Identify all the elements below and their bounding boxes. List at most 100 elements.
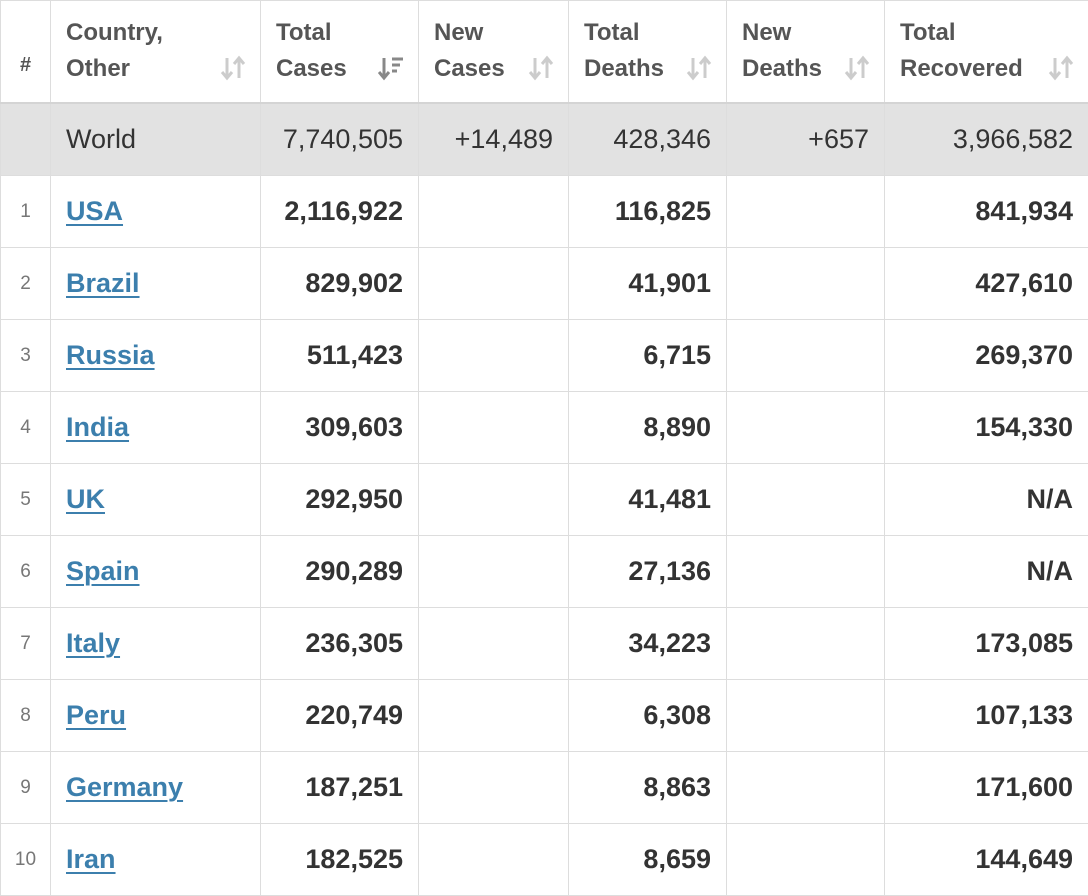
- world-total-cases: 7,740,505: [261, 103, 419, 176]
- new-deaths-cell: [727, 752, 885, 824]
- header-rank-label: #: [20, 54, 31, 76]
- country-link[interactable]: USA: [66, 196, 123, 226]
- country-link[interactable]: Brazil: [66, 268, 140, 298]
- total-recovered-cell: 107,133: [885, 680, 1088, 752]
- total-recovered-cell: 144,649: [885, 824, 1088, 896]
- country-link[interactable]: Italy: [66, 628, 120, 658]
- table-row: 1 USA 2,116,922 116,825 841,934: [1, 176, 1088, 248]
- sort-arrows-icon[interactable]: [220, 55, 246, 81]
- total-recovered-cell: 154,330: [885, 392, 1088, 464]
- total-deaths-cell: 8,863: [569, 752, 727, 824]
- header-new-cases-label: New Cases: [434, 15, 505, 87]
- header-total-recovered[interactable]: Total Recovered: [885, 1, 1088, 103]
- country-cell: India: [51, 392, 261, 464]
- total-recovered-cell: N/A: [885, 464, 1088, 536]
- country-link[interactable]: Germany: [66, 772, 183, 802]
- total-cases-cell: 187,251: [261, 752, 419, 824]
- table-row: 7 Italy 236,305 34,223 173,085: [1, 608, 1088, 680]
- total-deaths-cell: 8,659: [569, 824, 727, 896]
- table-row: 4 India 309,603 8,890 154,330: [1, 392, 1088, 464]
- total-recovered-cell: 173,085: [885, 608, 1088, 680]
- new-deaths-cell: [727, 608, 885, 680]
- table-row: 10 Iran 182,525 8,659 144,649: [1, 824, 1088, 896]
- country-link[interactable]: Peru: [66, 700, 126, 730]
- total-deaths-cell: 34,223: [569, 608, 727, 680]
- header-new-cases[interactable]: New Cases: [419, 1, 569, 103]
- total-cases-cell: 292,950: [261, 464, 419, 536]
- header-new-deaths-label: New Deaths: [742, 15, 822, 87]
- world-total-row: World 7,740,505 +14,489 428,346 +657 3,9…: [1, 103, 1088, 176]
- header-country[interactable]: Country, Other: [51, 1, 261, 103]
- total-deaths-cell: 27,136: [569, 536, 727, 608]
- sort-arrows-icon[interactable]: [686, 55, 712, 81]
- country-link[interactable]: UK: [66, 484, 105, 514]
- total-deaths-cell: 41,481: [569, 464, 727, 536]
- total-deaths-cell: 116,825: [569, 176, 727, 248]
- country-cell: Russia: [51, 320, 261, 392]
- total-cases-cell: 511,423: [261, 320, 419, 392]
- country-cell: Italy: [51, 608, 261, 680]
- world-new-cases: +14,489: [419, 103, 569, 176]
- new-cases-cell: [419, 176, 569, 248]
- total-recovered-cell: 171,600: [885, 752, 1088, 824]
- total-deaths-cell: 41,901: [569, 248, 727, 320]
- rank-cell: 7: [1, 608, 51, 680]
- total-deaths-cell: 8,890: [569, 392, 727, 464]
- total-cases-cell: 829,902: [261, 248, 419, 320]
- header-rank[interactable]: #: [1, 1, 51, 103]
- total-cases-cell: 220,749: [261, 680, 419, 752]
- total-cases-cell: 309,603: [261, 392, 419, 464]
- rank-cell: 10: [1, 824, 51, 896]
- world-total-deaths: 428,346: [569, 103, 727, 176]
- new-cases-cell: [419, 320, 569, 392]
- header-country-label: Country, Other: [66, 15, 163, 87]
- country-link[interactable]: Russia: [66, 340, 155, 370]
- rank-cell: 6: [1, 536, 51, 608]
- sort-arrows-icon[interactable]: [1048, 55, 1074, 81]
- total-recovered-cell: 841,934: [885, 176, 1088, 248]
- header-total-deaths[interactable]: Total Deaths: [569, 1, 727, 103]
- table-row: 2 Brazil 829,902 41,901 427,610: [1, 248, 1088, 320]
- total-recovered-cell: 269,370: [885, 320, 1088, 392]
- country-link[interactable]: Iran: [66, 844, 116, 874]
- country-cell: Iran: [51, 824, 261, 896]
- new-deaths-cell: [727, 536, 885, 608]
- country-cell: UK: [51, 464, 261, 536]
- sort-descending-icon[interactable]: [378, 55, 404, 81]
- new-cases-cell: [419, 752, 569, 824]
- world-new-deaths: +657: [727, 103, 885, 176]
- new-cases-cell: [419, 536, 569, 608]
- table-header: # Country, Other Total Cases New Cases: [1, 1, 1088, 103]
- new-deaths-cell: [727, 824, 885, 896]
- rank-cell: 4: [1, 392, 51, 464]
- country-link[interactable]: Spain: [66, 556, 140, 586]
- new-deaths-cell: [727, 248, 885, 320]
- header-total-recovered-label: Total Recovered: [900, 15, 1023, 87]
- rank-cell: 9: [1, 752, 51, 824]
- header-total-cases[interactable]: Total Cases: [261, 1, 419, 103]
- rank-cell: 2: [1, 248, 51, 320]
- header-new-deaths[interactable]: New Deaths: [727, 1, 885, 103]
- country-cell: Spain: [51, 536, 261, 608]
- total-cases-cell: 182,525: [261, 824, 419, 896]
- country-cell: USA: [51, 176, 261, 248]
- new-cases-cell: [419, 824, 569, 896]
- country-cell: Peru: [51, 680, 261, 752]
- new-deaths-cell: [727, 392, 885, 464]
- country-cell: Brazil: [51, 248, 261, 320]
- header-total-cases-label: Total Cases: [276, 15, 347, 87]
- new-cases-cell: [419, 608, 569, 680]
- total-cases-cell: 2,116,922: [261, 176, 419, 248]
- total-cases-cell: 236,305: [261, 608, 419, 680]
- sort-arrows-icon[interactable]: [528, 55, 554, 81]
- rank-cell: 3: [1, 320, 51, 392]
- sort-arrows-icon[interactable]: [844, 55, 870, 81]
- country-cell: Germany: [51, 752, 261, 824]
- country-link[interactable]: India: [66, 412, 129, 442]
- rank-cell: 1: [1, 176, 51, 248]
- new-cases-cell: [419, 464, 569, 536]
- rank-cell: 8: [1, 680, 51, 752]
- total-recovered-cell: 427,610: [885, 248, 1088, 320]
